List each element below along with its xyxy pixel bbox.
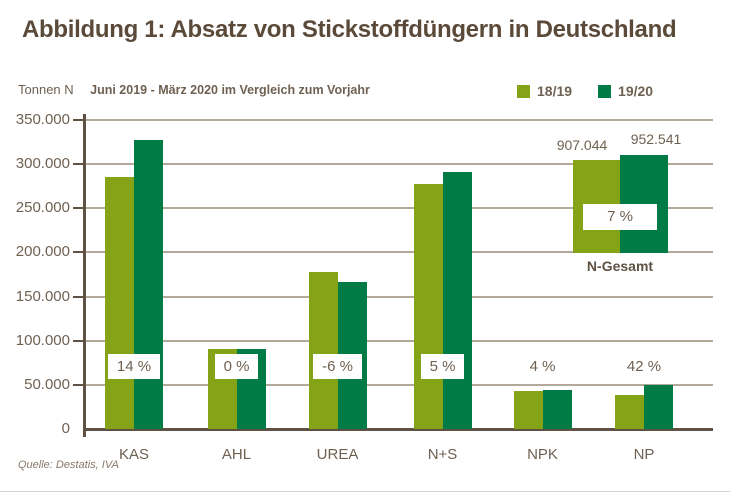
y-tick-label: 0 xyxy=(61,420,70,437)
bar-n+s-1920 xyxy=(442,172,472,429)
bottom-divider xyxy=(0,491,730,492)
total-value-1819: 907.044 xyxy=(556,137,608,153)
category-label-np: NP xyxy=(633,446,655,463)
bar-n+s-1819 xyxy=(413,184,443,429)
category-label-kas: KAS xyxy=(118,446,149,463)
gridline-350.000 xyxy=(85,119,713,121)
legend-swatch-1920 xyxy=(598,84,612,98)
legend-swatch-1819 xyxy=(517,84,530,98)
change-label-np: 42 % xyxy=(589,354,699,379)
y-tick-label: 350.000 xyxy=(15,111,70,128)
total-category-label: N-Gesamt xyxy=(586,258,654,274)
gridline-150.000 xyxy=(85,295,713,298)
y-tick-150.000 xyxy=(73,295,85,298)
y-tick-200.000 xyxy=(73,251,85,254)
bar-kas-1819 xyxy=(105,177,134,429)
y-tick-100.000 xyxy=(73,339,85,342)
gridline-250.000 xyxy=(85,207,713,210)
bar-np-1819 xyxy=(615,394,644,429)
change-value: -6 % xyxy=(313,354,362,379)
y-tick-250.000 xyxy=(73,207,85,210)
legend-label-1819: 18/19 xyxy=(537,83,573,99)
gridline-200.000 xyxy=(85,251,713,254)
bar-np-1920 xyxy=(644,385,673,429)
change-value: 42 % xyxy=(617,354,671,379)
total-value-1920: 952.541 xyxy=(630,131,682,147)
y-tick-label: 200.000 xyxy=(15,243,70,261)
y-tick-label: 100.000 xyxy=(15,331,70,349)
y-tick-350.000 xyxy=(73,119,85,121)
change-label-npk: 4 % xyxy=(488,354,598,379)
y-axis-line xyxy=(83,114,86,437)
bar-kas-1920 xyxy=(134,140,163,429)
y-tick-label: 250.000 xyxy=(15,199,70,217)
y-axis-unit-label: Tonnen N xyxy=(18,82,74,97)
change-label-n+s: 5 % xyxy=(388,354,498,379)
category-label-n+s: N+S xyxy=(427,446,458,463)
bar-npk-1819 xyxy=(513,391,543,429)
y-tick-label: 150.000 xyxy=(15,287,70,305)
change-value: 4 % xyxy=(520,354,565,379)
x-axis-line xyxy=(83,428,713,431)
category-label-ahl: AHL xyxy=(221,446,252,463)
category-label-urea: UREA xyxy=(316,446,359,463)
y-tick-300.000 xyxy=(73,163,85,166)
y-tick-50.000 xyxy=(73,383,85,386)
source-note: Quelle: Destatis, IVA xyxy=(18,459,119,471)
change-label-kas: 14 % xyxy=(79,354,189,379)
total-change-label: 7 % xyxy=(583,204,657,230)
gridline-300.000 xyxy=(85,163,713,166)
change-value: 14 % xyxy=(107,354,161,379)
change-label-urea: -6 % xyxy=(283,354,393,379)
category-label-npk: NPK xyxy=(527,446,558,463)
legend: 18/19 19/20 xyxy=(517,83,653,99)
gridline-100.000 xyxy=(85,339,713,342)
chart-subtitle: Juni 2019 - März 2020 im Vergleich zum V… xyxy=(90,83,370,97)
change-label-ahl: 0 % xyxy=(182,354,292,379)
legend-label-1920: 19/20 xyxy=(618,83,654,99)
gridline-50.000 xyxy=(85,383,713,386)
bar-npk-1920 xyxy=(542,389,572,429)
change-value: 0 % xyxy=(214,354,259,379)
chart-title: Abbildung 1: Absatz von Stickstoffdünger… xyxy=(22,16,677,43)
bar-urea-1819 xyxy=(308,271,338,429)
change-value: 5 % xyxy=(420,354,465,379)
y-tick-label: 50.000 xyxy=(24,375,70,393)
y-tick-label: 300.000 xyxy=(15,155,70,173)
